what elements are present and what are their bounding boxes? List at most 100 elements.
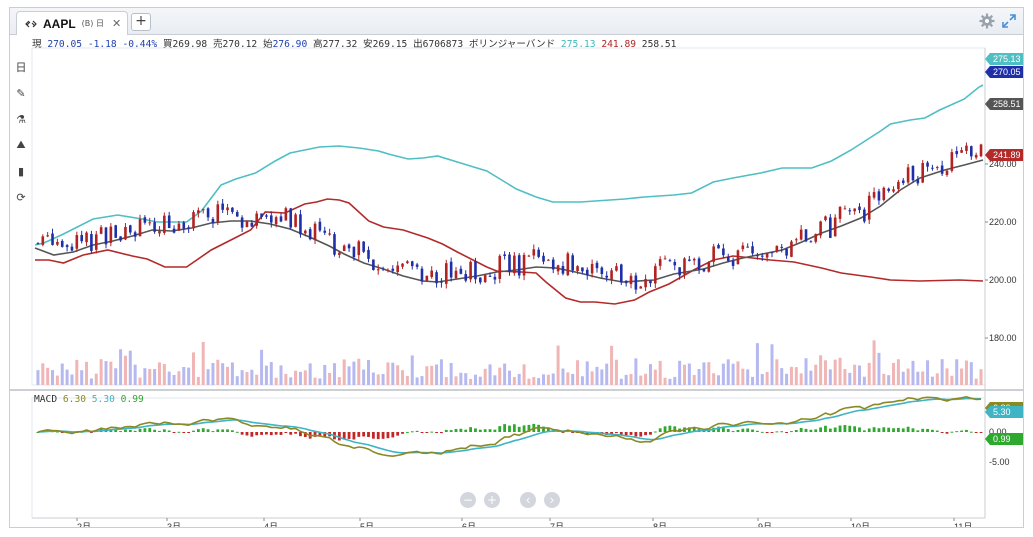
volume-bar xyxy=(799,373,803,385)
macd-hist-bar xyxy=(396,432,400,436)
candle-body xyxy=(265,215,268,217)
low-price: 269.15 xyxy=(372,39,408,50)
candle-body xyxy=(308,229,312,240)
volume-toggle-icon[interactable]: ▮ xyxy=(17,164,25,178)
tab-aapl[interactable]: AAPL (B) 日 ✕ xyxy=(16,11,128,35)
volume-bar xyxy=(75,359,79,385)
candle-body xyxy=(795,239,798,241)
volume-bar xyxy=(352,361,356,385)
lower-band-tag-text: 241.89 xyxy=(993,150,1021,160)
macd-hist-bar xyxy=(211,431,215,433)
macd-hist-bar xyxy=(804,428,808,432)
candle-body xyxy=(362,241,365,252)
volume-bar xyxy=(634,358,638,385)
macd-hist-bar xyxy=(138,428,142,432)
candle-body xyxy=(799,229,803,240)
volume-bar xyxy=(755,343,759,385)
period-tool[interactable]: 日 xyxy=(15,61,27,74)
macd-hist-bar xyxy=(124,429,127,432)
candle-body xyxy=(775,245,779,252)
draw-tool-icon[interactable]: ✎ xyxy=(16,86,26,100)
volume-bar xyxy=(391,362,395,385)
zoom-in-button[interactable]: + xyxy=(484,492,500,508)
volume-bar xyxy=(809,370,813,385)
volume-bar xyxy=(284,373,288,385)
macd-hist-bar xyxy=(717,426,720,432)
macd-hist-bar xyxy=(279,432,283,435)
candle-body xyxy=(163,215,166,233)
candle-body xyxy=(566,253,570,276)
scroll-right-button[interactable]: › xyxy=(544,492,560,508)
macd-hist-bar xyxy=(128,429,132,432)
month-tick-label: 11月 xyxy=(954,522,972,527)
volume-bar xyxy=(376,374,380,385)
candle-body xyxy=(858,206,861,211)
volume-bar xyxy=(930,376,934,385)
volume-bar xyxy=(673,376,677,385)
add-tab-button[interactable]: + xyxy=(131,13,151,31)
candle-body xyxy=(430,270,434,277)
candle-body xyxy=(148,222,152,224)
macd-hist-bar xyxy=(367,432,370,437)
volume-bar xyxy=(707,362,711,385)
last-price-tag-text: 270.05 xyxy=(993,67,1021,77)
indicator-tool-icon[interactable]: ⚗ xyxy=(16,112,26,126)
candle-body xyxy=(201,209,205,211)
candle-body xyxy=(746,246,749,248)
candle-body xyxy=(576,266,579,272)
price-tick-label: 240.00 xyxy=(989,159,1017,169)
volume-bar xyxy=(595,366,599,385)
candle-body xyxy=(294,214,297,227)
macd-hist-bar xyxy=(828,428,832,432)
scroll-left-button[interactable]: ‹ xyxy=(520,492,536,508)
volume-bar xyxy=(269,362,273,385)
candle-body xyxy=(440,281,443,283)
high-label: 高 xyxy=(313,39,323,50)
volume-bar xyxy=(119,349,123,385)
macd-hist-bar xyxy=(872,427,876,432)
volume-bar xyxy=(537,378,541,385)
lower-band-tag-bg xyxy=(985,149,1023,161)
candle-body xyxy=(299,214,302,235)
macd-hist-bar xyxy=(162,429,166,432)
candle-body xyxy=(663,258,667,260)
reset-icon[interactable]: ⟳ xyxy=(16,190,26,204)
candle-body xyxy=(221,203,224,210)
volume-bar xyxy=(362,369,366,385)
tab-close-icon[interactable]: ✕ xyxy=(111,17,122,30)
candle-body xyxy=(508,254,511,272)
macd-hist-bar xyxy=(790,431,793,433)
volume-bar xyxy=(789,366,793,385)
volume-bar xyxy=(328,372,332,385)
macd-hist-bar xyxy=(153,429,157,432)
candle-body xyxy=(274,217,278,225)
signal-tag-bg xyxy=(985,406,1023,418)
volume-bar xyxy=(887,375,891,385)
volume-bar xyxy=(405,376,409,385)
macd-hist-bar xyxy=(114,429,118,432)
macd-hist-bar xyxy=(435,432,438,433)
volume-bar xyxy=(274,377,278,385)
candle-body xyxy=(751,246,754,254)
candle-body xyxy=(615,266,618,271)
volume-bar xyxy=(264,365,268,385)
low-label: 安 xyxy=(363,39,373,50)
chart-type-icon[interactable]: ⛰ xyxy=(16,138,26,151)
macd-hist-bar xyxy=(265,432,268,435)
price-chart[interactable]: 240.00 220.00 200.00 180.00 0.00 -5.00 2月 3月 4月 5… xyxy=(10,8,1023,527)
candle-body xyxy=(901,180,905,184)
macd-hist-bar xyxy=(624,432,628,436)
candle-body xyxy=(916,179,920,184)
macd-hist-bar xyxy=(401,432,404,434)
macd-pane xyxy=(36,395,983,458)
macd-hist-bar xyxy=(867,428,871,432)
gear-icon[interactable] xyxy=(979,13,995,29)
zoom-out-button[interactable]: − xyxy=(460,492,476,508)
expand-icon[interactable] xyxy=(1001,13,1017,29)
candle-body xyxy=(644,278,647,288)
macd-hist-bar xyxy=(352,432,356,440)
macd-hist-bar xyxy=(371,432,375,439)
volume-bar xyxy=(901,371,905,385)
candle-body xyxy=(415,264,419,267)
candle-body xyxy=(284,208,288,221)
